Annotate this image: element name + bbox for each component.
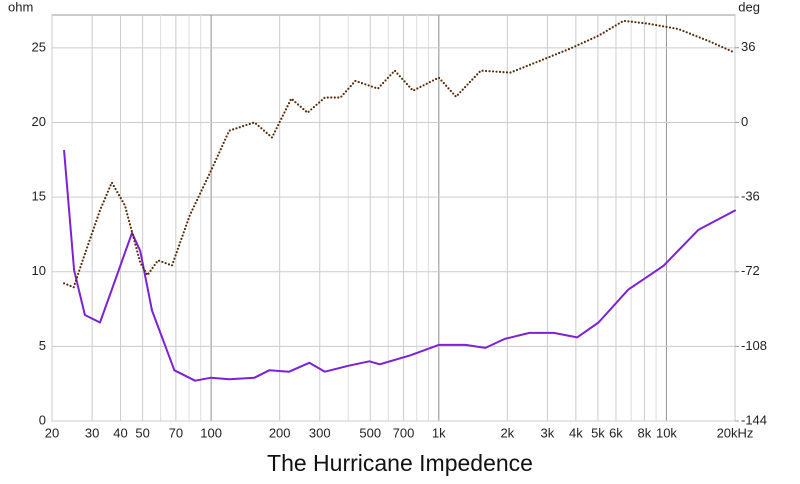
series-line	[63, 149, 736, 382]
x-tick-label: 700	[393, 425, 415, 440]
x-tick-label: 2k	[500, 425, 514, 440]
y-tick-label: 20	[32, 114, 46, 129]
x-tick-label: 50	[135, 425, 149, 440]
y2-tick-label: -72	[741, 263, 760, 278]
x-tick-label: 20kHz	[717, 425, 754, 440]
plot-frame	[51, 14, 736, 422]
x-tick-label: 20	[45, 425, 59, 440]
x-tick-label: 200	[269, 425, 291, 440]
y2-tick-label: 0	[741, 114, 748, 129]
y2-tick-label: 36	[741, 39, 755, 54]
x-tick-label: 1k	[432, 425, 446, 440]
chart-title: The Hurricane Impedence	[267, 450, 533, 476]
y-tick-label: 15	[32, 189, 46, 204]
y2-tick-label: -108	[741, 338, 767, 353]
x-tick-label: 40	[113, 425, 127, 440]
y-tick-label: 0	[39, 412, 46, 427]
series-line	[62, 19, 737, 289]
y-tick-label: 5	[39, 338, 46, 353]
x-tick-label: 300	[309, 425, 331, 440]
x-tick-label: 5k	[591, 425, 605, 440]
x-tick-label: 4k	[569, 425, 583, 440]
x-tick-label: 30	[85, 425, 99, 440]
x-tick-label: 70	[169, 425, 183, 440]
x-tick-label: 3k	[541, 425, 555, 440]
y-tick-label: 10	[32, 263, 46, 278]
x-tick-label: 100	[200, 425, 222, 440]
x-tick-label: 500	[359, 425, 381, 440]
y2-tick-label: -144	[741, 412, 767, 427]
y2-axis-label: deg	[738, 0, 760, 14]
x-tick-label: 10k	[656, 425, 677, 440]
x-tick-label: 6k	[609, 425, 623, 440]
y-axis-label: ohm	[8, 0, 33, 14]
x-tick-label: 8k	[638, 425, 652, 440]
y-tick-label: 25	[32, 39, 46, 54]
y2-tick-label: -36	[741, 188, 760, 203]
